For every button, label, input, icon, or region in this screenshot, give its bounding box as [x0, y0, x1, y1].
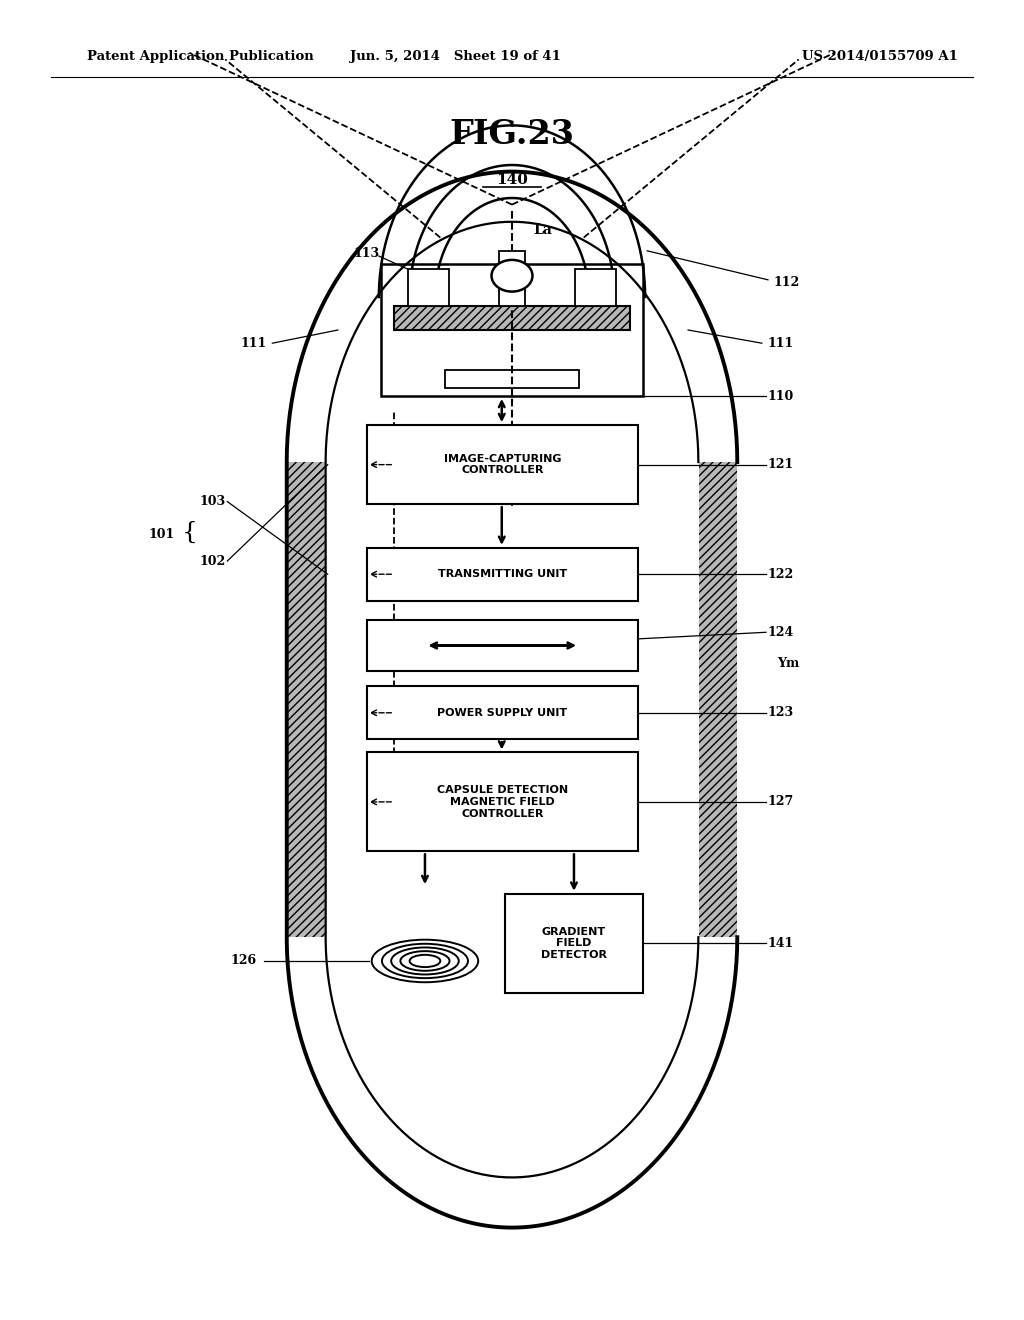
Text: 126: 126	[230, 954, 257, 968]
Text: Jun. 5, 2014   Sheet 19 of 41: Jun. 5, 2014 Sheet 19 of 41	[350, 50, 561, 63]
Text: Ym: Ym	[777, 657, 800, 671]
Text: IMAGE-CAPTURING
CONTROLLER: IMAGE-CAPTURING CONTROLLER	[443, 454, 561, 475]
Text: 124: 124	[767, 626, 794, 639]
Bar	[367, 548, 638, 601]
Text: 110: 110	[767, 389, 794, 403]
Text: 101: 101	[148, 528, 175, 541]
Polygon shape	[326, 222, 698, 1177]
Text: 111: 111	[241, 337, 267, 350]
Bar	[408, 269, 449, 306]
Text: 122: 122	[767, 568, 794, 581]
Text: 112: 112	[773, 276, 800, 289]
Text: FIG.23: FIG.23	[450, 117, 574, 150]
Bar	[381, 264, 643, 396]
Bar	[445, 370, 579, 388]
Bar	[367, 752, 638, 851]
Text: 141: 141	[767, 937, 794, 949]
Bar	[499, 251, 525, 306]
Text: POWER SUPPLY UNIT: POWER SUPPLY UNIT	[437, 708, 567, 718]
Polygon shape	[287, 172, 737, 1228]
Ellipse shape	[492, 260, 532, 292]
Text: GRADIENT
FIELD
DETECTOR: GRADIENT FIELD DETECTOR	[541, 927, 607, 960]
Bar	[505, 894, 643, 993]
Text: 123: 123	[767, 706, 794, 719]
Text: {: {	[181, 520, 198, 544]
Bar	[394, 306, 630, 330]
Text: 102: 102	[200, 554, 226, 568]
Text: La: La	[534, 223, 552, 236]
Bar	[367, 686, 638, 739]
Bar	[698, 462, 737, 937]
Text: 140: 140	[496, 173, 528, 186]
Text: 121: 121	[767, 458, 794, 471]
Text: 113: 113	[353, 247, 380, 260]
Text: TRANSMITTING UNIT: TRANSMITTING UNIT	[437, 569, 567, 579]
Text: 103: 103	[200, 495, 226, 508]
Text: Patent Application Publication: Patent Application Publication	[87, 50, 313, 63]
Bar	[367, 620, 638, 671]
Text: 111: 111	[767, 337, 794, 350]
Bar	[575, 269, 616, 306]
Text: 127: 127	[767, 796, 794, 808]
Text: CAPSULE DETECTION
MAGNETIC FIELD
CONTROLLER: CAPSULE DETECTION MAGNETIC FIELD CONTROL…	[436, 785, 568, 818]
Bar	[287, 462, 326, 937]
Bar	[367, 425, 638, 504]
Text: US 2014/0155709 A1: US 2014/0155709 A1	[802, 50, 957, 63]
